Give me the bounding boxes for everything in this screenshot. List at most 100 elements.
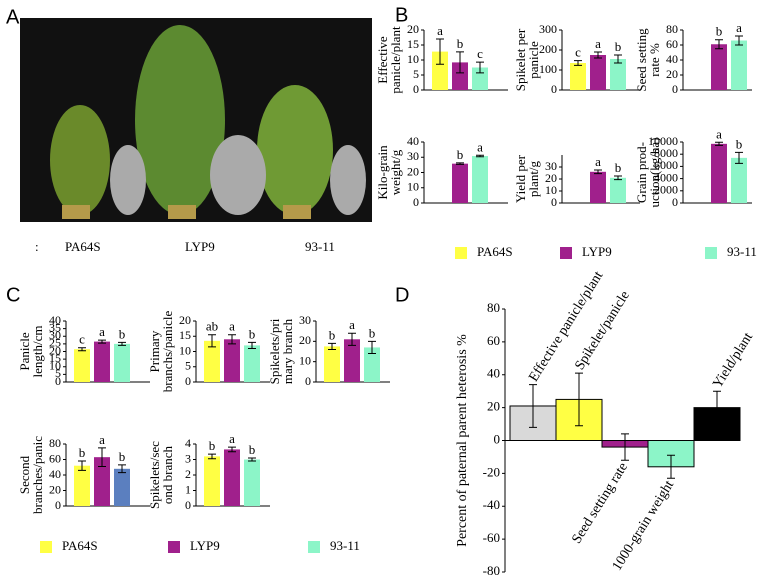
y-axis-label: mary branch (280, 318, 295, 384)
bar (610, 177, 626, 203)
error-bar (575, 372, 583, 427)
y-tick-label: 8000 (654, 146, 678, 160)
significance-letter: c (79, 332, 85, 347)
significance-letter: b (369, 325, 376, 340)
y-axis-label: Spikelets/sec (147, 441, 162, 509)
legend-label: 93-11 (330, 538, 360, 553)
error-bar (368, 340, 376, 355)
error-bar (667, 454, 675, 479)
y-tick-label: 80 (49, 436, 61, 450)
significance-letter: a (716, 126, 722, 141)
significance-letter: c (477, 46, 483, 61)
legend-label: LYP9 (190, 538, 220, 553)
error-bar (456, 51, 464, 74)
y-axis-label: Percent of paternal parent heterosis % (455, 334, 470, 547)
x-tick-label: Effective panicle/plant (526, 269, 606, 385)
significance-letter: a (99, 324, 105, 339)
y-tick-label: 5 (413, 67, 419, 81)
y-tick-label: 10 (407, 180, 419, 194)
significance-letter: b (716, 24, 723, 39)
bar (204, 340, 220, 382)
y-tick-label: 3 (185, 451, 191, 465)
legend-swatch (455, 247, 467, 259)
significance-letter: a (229, 319, 235, 334)
y-axis-label: panicle/plant (388, 26, 403, 94)
plant (50, 105, 110, 215)
error-bar (574, 60, 582, 66)
error-bar (248, 457, 256, 462)
significance-letter: a (99, 432, 105, 447)
bar (711, 143, 727, 203)
error-bar (715, 141, 723, 146)
y-tick-label: 0 (185, 498, 191, 512)
error-bar (594, 169, 602, 175)
error-bar (118, 464, 126, 474)
y-axis-label: branchs/panicle (160, 310, 175, 392)
panel-label: C (6, 284, 20, 306)
error-bar (78, 460, 86, 471)
x-tick-label: Seed setting rate (569, 460, 631, 546)
y-tick-label: 30 (545, 159, 557, 173)
y-tick-label: 0 (413, 195, 419, 209)
error-bar (735, 151, 743, 164)
y-tick-label: 15 (49, 351, 61, 365)
photo-marker: : (35, 239, 39, 254)
y-tick-label: 10000 (648, 134, 678, 148)
bar (324, 346, 340, 382)
error-bar (621, 433, 629, 461)
significance-letter: b (736, 136, 743, 151)
y-axis-label: length/cm (30, 326, 45, 378)
significance-letter: b (615, 39, 622, 54)
bar (472, 156, 488, 203)
y-tick-label: -60 (483, 530, 500, 545)
plant (257, 85, 333, 215)
y-axis-label: ond branch (160, 445, 175, 504)
legend-label: 93-11 (727, 244, 757, 259)
error-bar (228, 446, 236, 453)
y-tick-label: 60 (666, 37, 678, 51)
bar (590, 55, 606, 90)
y-tick-label: 35 (49, 320, 61, 334)
y-axis-label: Spikelet per (513, 28, 528, 91)
x-tick-label: 1000-grain weight (610, 478, 677, 573)
bar (711, 44, 727, 90)
significance-letter: b (79, 445, 86, 460)
bar (114, 468, 130, 506)
x-tick-label: Yield/plant (710, 330, 756, 391)
y-tick-label: 0 (55, 498, 61, 512)
y-axis-label: Spikelets/pri (267, 318, 282, 384)
y-tick-label: 20 (407, 164, 419, 178)
y-axis-label: Primary (147, 330, 162, 372)
legend-swatch (308, 541, 320, 553)
y-tick-label: 10 (545, 183, 557, 197)
y-tick-label: 0 (413, 82, 419, 96)
bar (731, 157, 747, 203)
y-tick-label: 0 (551, 195, 557, 209)
significance-letter: c (575, 45, 581, 60)
error-bar (248, 341, 256, 349)
significance-letter: b (249, 326, 256, 341)
error-bar (98, 339, 106, 344)
error-bar (614, 54, 622, 64)
panicle (330, 145, 366, 215)
error-bar (208, 453, 216, 460)
y-tick-label: 20 (545, 171, 557, 185)
bar (590, 171, 606, 203)
error-bar (208, 334, 216, 348)
y-axis-label: weight/g (388, 149, 403, 195)
y-tick-label: 80 (666, 22, 678, 36)
y-tick-label: -80 (483, 563, 500, 578)
error-bar (476, 154, 484, 158)
legend-swatch (560, 247, 572, 259)
y-axis-label: panicle (526, 41, 541, 79)
y-axis-label: uction(kg/ha) (647, 137, 662, 207)
significance-letter: a (736, 20, 742, 35)
panel-label: B (395, 4, 408, 26)
y-axis-label: rate % (647, 43, 662, 77)
bar (452, 163, 468, 203)
y-tick-label: -20 (483, 464, 500, 479)
significance-letter: a (349, 317, 355, 332)
y-tick-label: 1 (185, 482, 191, 496)
y-tick-label: 5 (55, 366, 61, 380)
